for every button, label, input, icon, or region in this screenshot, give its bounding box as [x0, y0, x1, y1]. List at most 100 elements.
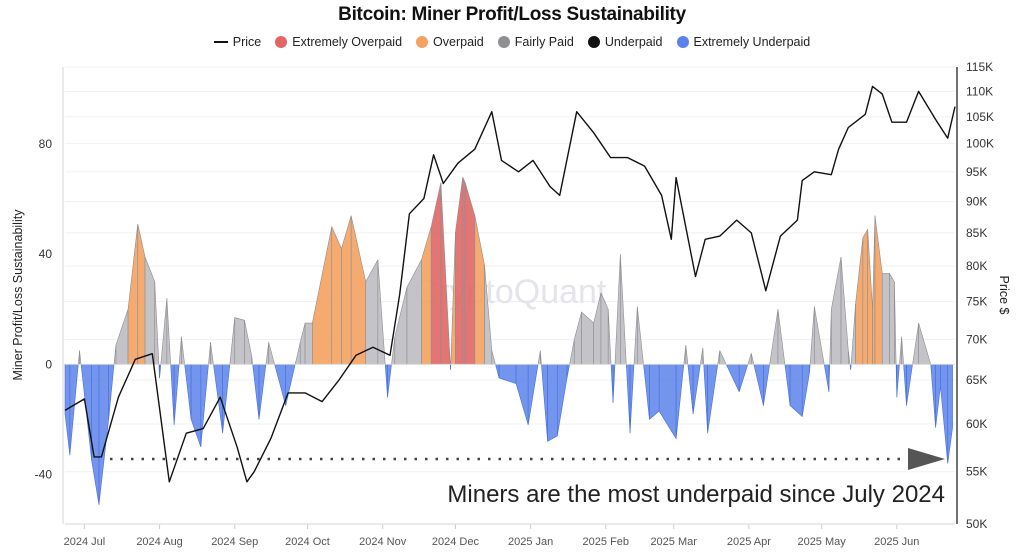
indicator-area-extremely-underpaid [707, 364, 719, 434]
y2-tick-label: 100K [966, 137, 994, 151]
indicator-area-fairly-paid [265, 342, 270, 365]
indicator-area-overpaid [872, 215, 876, 365]
legend-label: Extremely Overpaid [292, 35, 403, 49]
indicator-area-extremely-underpaid [384, 364, 388, 398]
indicator-area-extremely-underpaid [159, 364, 162, 379]
indicator-area-extremely-underpaid [935, 364, 941, 428]
line-icon [213, 41, 228, 43]
x-tick-label: 2025 Feb [583, 536, 629, 548]
legend-label: Fairly Paid [514, 35, 574, 49]
indicator-area-extremely-underpaid [725, 364, 740, 392]
indicator-area-fairly-paid [569, 339, 575, 365]
legend-item-extremely-underpaid[interactable]: Extremely Underpaid [676, 35, 811, 49]
indicator-area-fairly-paid [294, 342, 301, 365]
indicator-area-fairly-paid [166, 298, 171, 365]
indicator-area-fairly-paid [491, 350, 496, 365]
indicator-area-extremely-underpaid [495, 364, 500, 379]
indicator-area-fairly-paid [747, 353, 752, 365]
indicator-area-extremely-underpaid [809, 364, 811, 373]
legend-label: Price [232, 35, 262, 49]
y2-tick-label: 110K [966, 84, 993, 98]
indicator-area-fairly-paid [912, 322, 919, 365]
indicator-area-extremely-underpaid [200, 364, 209, 447]
indicator-area-extremely-underpaid [387, 364, 392, 398]
indicator-area-fairly-paid [540, 350, 542, 365]
y2-tick-label: 95K [966, 165, 987, 179]
indicator-area-fairly-paid [406, 259, 422, 365]
indicator-area-fairly-paid [809, 306, 815, 365]
dot-icon [275, 36, 288, 48]
indicator-area-extremely-underpaid [547, 364, 558, 442]
indicator-area-fairly-paid [304, 322, 313, 365]
indicator-area-fairly-paid [918, 322, 932, 365]
indicator-area-extremely-underpaid [556, 364, 568, 436]
indicator-area-fairly-paid [700, 347, 704, 365]
x-tick-label: 2025 Mar [650, 536, 697, 548]
indicator-area-fairly-paid [847, 350, 851, 365]
legend-label: Extremely Underpaid [693, 35, 811, 49]
indicator-area-extremely-underpaid [675, 364, 685, 439]
indicator-area-extremely-underpaid [541, 364, 548, 442]
indicator-area-fairly-paid [769, 309, 779, 365]
indicator-area-extremely-underpaid [612, 364, 616, 403]
indicator-area-extremely-underpaid [566, 364, 570, 379]
indicator-area-extremely-underpaid [173, 364, 180, 425]
indicator-area-fairly-paid [208, 342, 211, 365]
indicator-area-overpaid [350, 215, 367, 365]
y2-tick-label: 50K [966, 517, 987, 531]
indicator-area-extremely-underpaid [753, 364, 764, 406]
indicator-area-overpaid [312, 226, 333, 365]
annotation-text: Miners are the most underpaid since July… [447, 481, 945, 508]
indicator-area-extremely-underpaid [692, 364, 701, 414]
indicator-area-extremely-underpaid [658, 364, 677, 440]
indicator-area-fairly-paid [79, 350, 82, 365]
indicator-area-overpaid [855, 237, 864, 365]
indicator-area-fairly-paid [299, 322, 306, 365]
legend-item-fairly-paid[interactable]: Fairly Paid [497, 35, 574, 49]
indicator-area-overpaid [867, 229, 873, 365]
indicator-area-extremely-underpaid [763, 364, 771, 406]
indicator-area-extremely-underpaid [947, 364, 953, 464]
indicator-area-fairly-paid [717, 350, 721, 365]
indicator-area-extremely-underpaid [940, 364, 949, 464]
indicator-area-fairly-paid [181, 336, 185, 365]
indicator-area-extremely-underpaid [687, 364, 694, 414]
legend-item-extremely-overpaid[interactable]: Extremely Overpaid [275, 35, 402, 49]
indicator-area-fairly-paid [581, 311, 594, 365]
indicator-area-fairly-paid [840, 256, 849, 365]
indicator-area-extremely-underpaid [896, 364, 900, 398]
chart-title: Bitcoin: Miner Profit/Loss Sustainabilit… [338, 4, 686, 25]
legend-item-underpaid[interactable]: Underpaid [587, 35, 663, 49]
x-tick-label: 2025 Apr [727, 536, 771, 548]
indicator-area-fairly-paid [537, 350, 541, 365]
indicator-area-fairly-paid [614, 254, 621, 365]
y2-tick-label: 80K [966, 259, 987, 273]
indicator-area-fairly-paid [394, 287, 408, 365]
indicator-area-fairly-paid [210, 342, 214, 365]
legend-item-price[interactable]: Price [213, 35, 262, 49]
indicator-area-extremely-underpaid [789, 364, 803, 418]
indicator-area-extremely-underpaid [649, 364, 660, 421]
legend-label: Overpaid [433, 35, 484, 49]
indicator-area-fairly-paid [607, 309, 612, 365]
legend-item-overpaid[interactable]: Overpaid [416, 35, 484, 49]
indicator-area-extremely-underpaid [738, 364, 749, 392]
legend-label: Underpaid [604, 35, 663, 49]
indicator-area-fairly-paid [234, 317, 245, 365]
indicator-area-extremely-underpaid [190, 364, 202, 448]
indicator-area-fairly-paid [899, 336, 902, 365]
indicator-area-fairly-paid [685, 345, 689, 365]
indicator-area-extremely-underpaid [643, 364, 650, 420]
indicator-area-fairly-paid [777, 309, 786, 365]
y-tick-label: -40 [35, 467, 53, 481]
indicator-area-fairly-paid [633, 306, 638, 365]
indicator-area-extremely-underpaid [285, 364, 296, 406]
indicator-area-fairly-paid [881, 273, 890, 365]
x-tick-label: 2024 Jul [64, 536, 106, 548]
indicator-area-extremely-underpaid [252, 364, 260, 420]
y2-axis-label: Price $ [997, 276, 1011, 315]
indicator-area-extremely-underpaid [170, 364, 175, 425]
indicator-area-extremely-underpaid [828, 364, 831, 392]
indicator-area-overpaid [137, 223, 146, 365]
